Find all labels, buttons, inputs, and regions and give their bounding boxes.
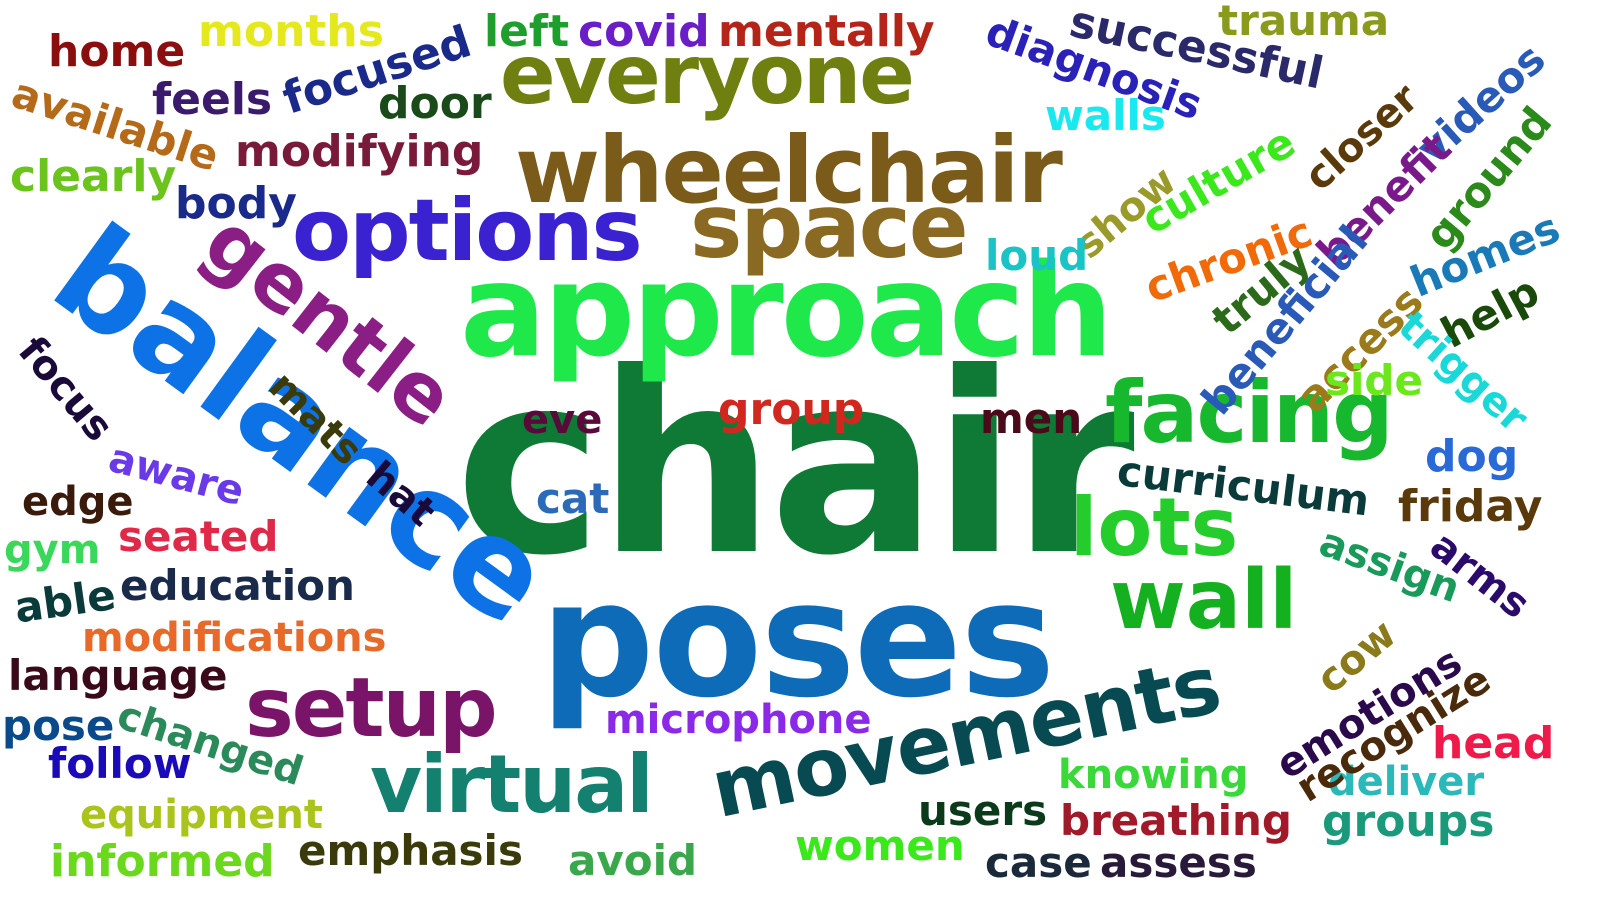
word-wall: wall [1110, 553, 1298, 648]
word-options: options [292, 181, 643, 281]
word-dog: dog [1425, 431, 1519, 482]
word-deliver: deliver [1328, 759, 1485, 805]
word-gym: gym [4, 527, 101, 573]
word-approach: approach [460, 237, 1113, 386]
word-modifications: modifications [82, 615, 387, 661]
word-edge: edge [22, 479, 134, 525]
word-side: side [1325, 356, 1423, 405]
word-head: head [1432, 718, 1555, 769]
word-friday: friday [1398, 481, 1543, 532]
word-assess: assess [1100, 838, 1257, 887]
word-seated: seated [118, 512, 279, 561]
word-groups: groups [1322, 796, 1495, 847]
word-modifying: modifying [235, 126, 484, 177]
word-space: space [690, 175, 969, 278]
word-chair: chair [455, 319, 1135, 610]
word-users: users [918, 786, 1048, 835]
word-women: women [795, 821, 965, 870]
word-language: language [8, 651, 228, 700]
word-home: home [48, 26, 186, 77]
word-setup: setup [245, 661, 498, 756]
word-clearly: clearly [10, 151, 177, 202]
word-months: months [198, 6, 384, 57]
word-pose: pose [2, 701, 115, 750]
word-loud: loud [985, 231, 1089, 280]
word-covid: covid [578, 6, 710, 57]
word-education: education [120, 561, 355, 610]
word-informed: informed [50, 836, 275, 887]
word-trauma: trauma [1218, 0, 1390, 45]
word-cat: cat [536, 474, 610, 523]
word-lots: lots [1070, 481, 1239, 574]
word-equipment: equipment [80, 792, 323, 838]
word-emphasis: emphasis [298, 826, 523, 875]
word-left: left [484, 6, 570, 57]
word-group: group [718, 384, 865, 435]
word-microphone: microphone [605, 697, 872, 743]
word-body: body [175, 178, 297, 229]
word-walls: walls [1045, 91, 1166, 140]
word-feels: feels [152, 74, 273, 125]
word-avoid: avoid [568, 836, 698, 885]
word-case: case [985, 838, 1092, 887]
word-facing: facing [1105, 363, 1394, 463]
word-breathing: breathing [1060, 796, 1292, 845]
word-virtual: virtual [370, 738, 654, 831]
word-mentally: mentally [718, 6, 935, 57]
word-follow: follow [48, 739, 192, 788]
word-knowing: knowing [1058, 752, 1249, 798]
word-everyone: everyone [500, 28, 915, 123]
word-poses: poses [540, 546, 1055, 733]
word-eve: eve [522, 397, 603, 443]
word-men: men [980, 394, 1083, 443]
word-door: door [378, 78, 492, 129]
word-wheelchair: wheelchair [515, 117, 1063, 224]
